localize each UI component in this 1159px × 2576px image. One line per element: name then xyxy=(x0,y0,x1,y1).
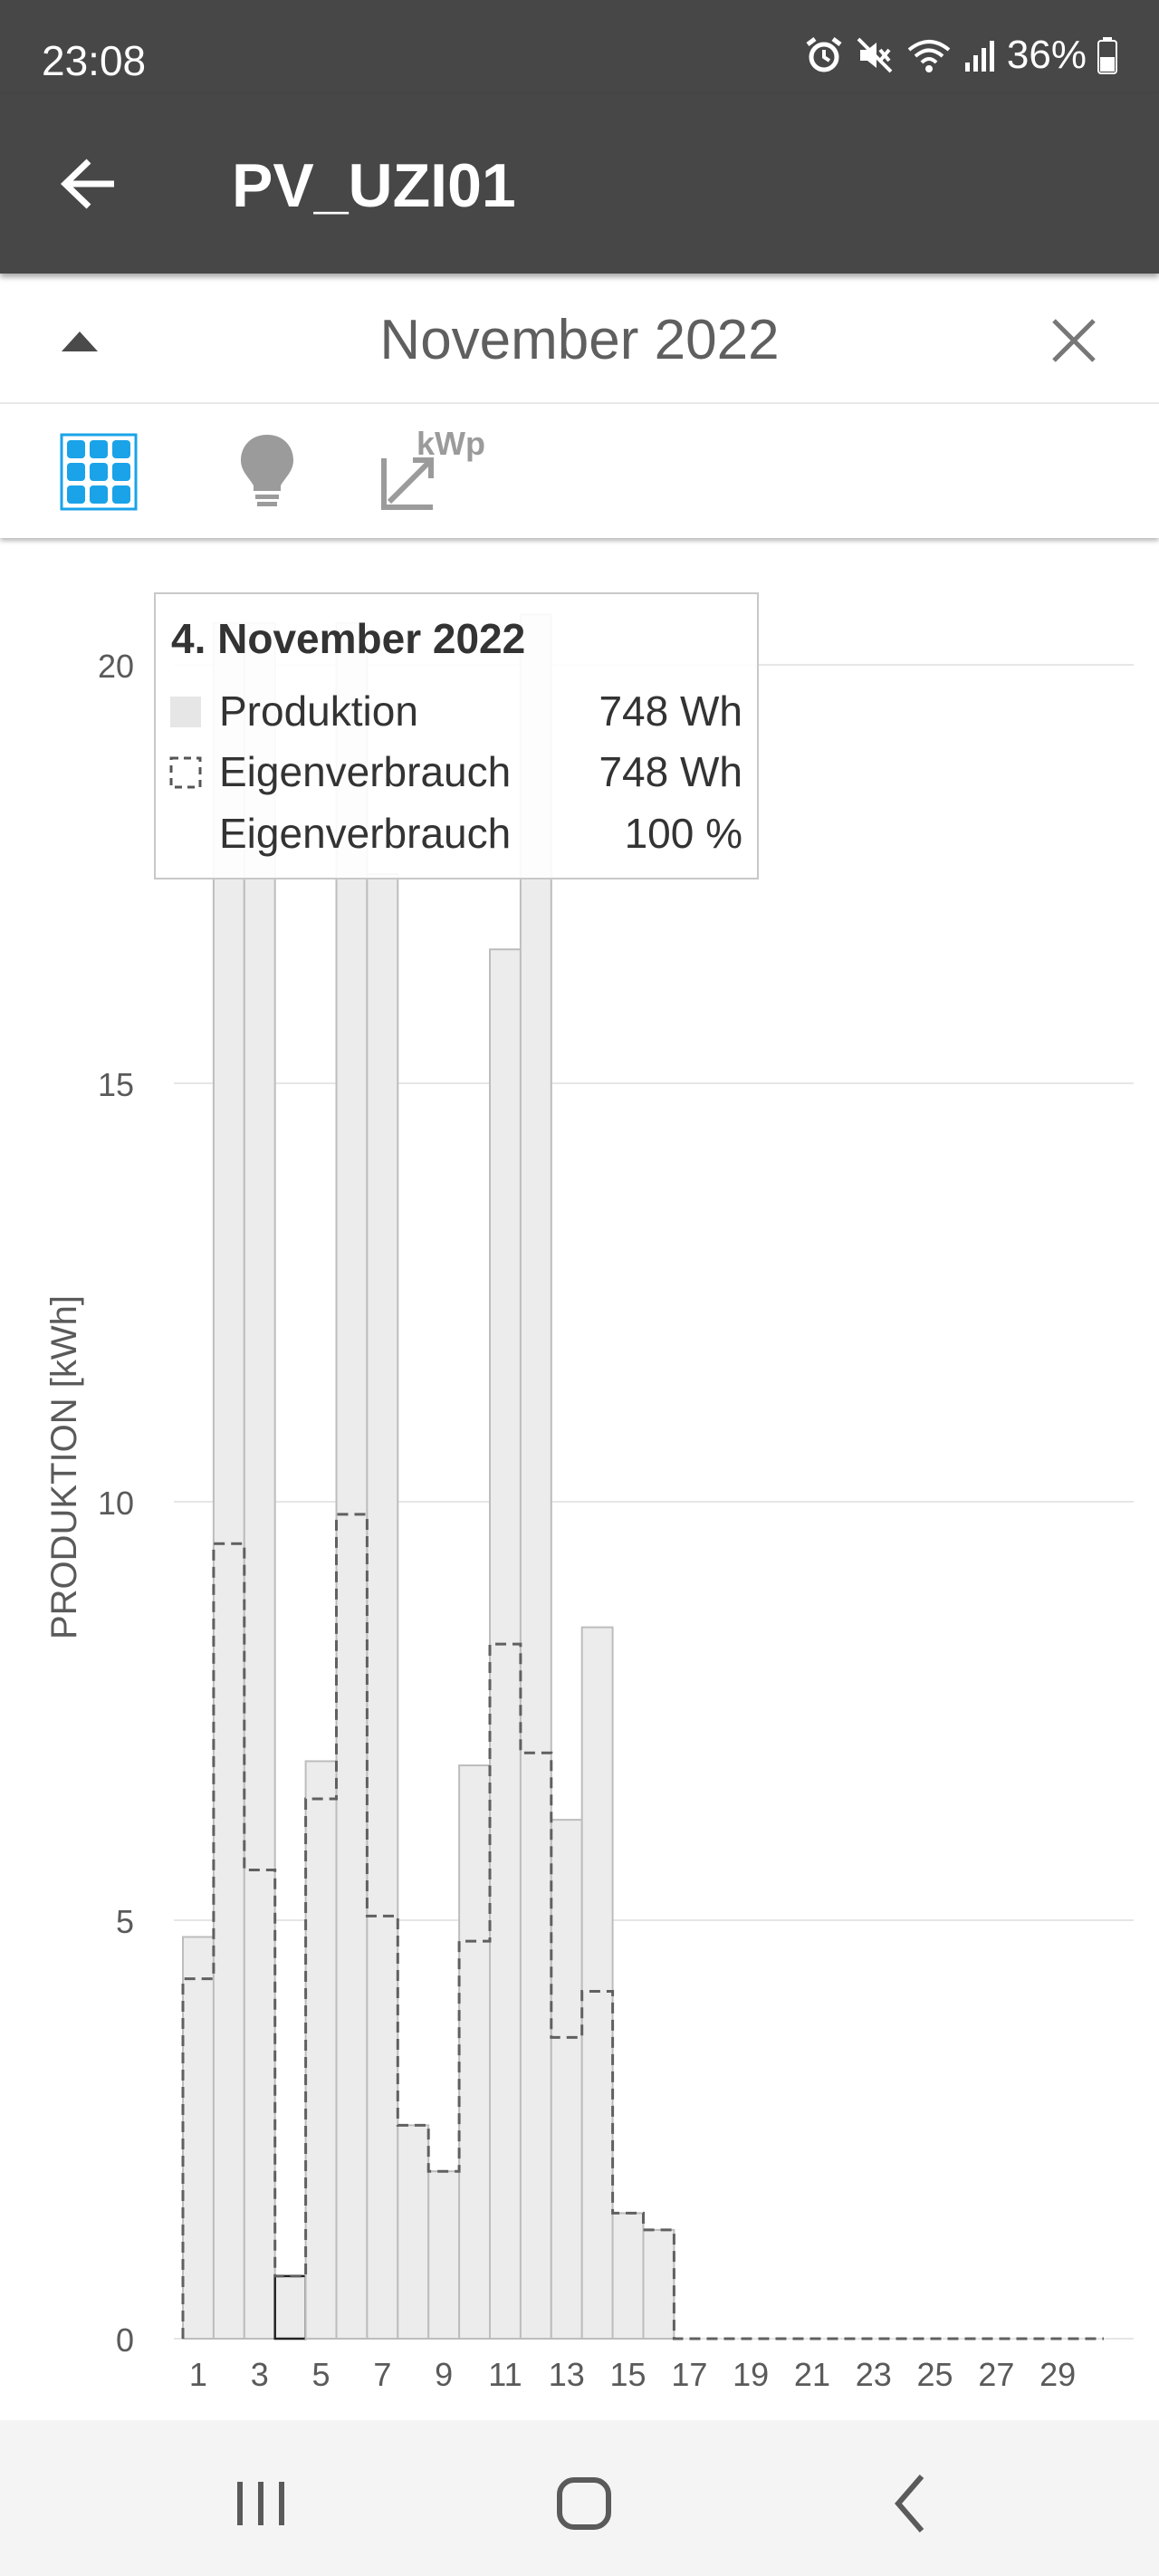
y-tick-label: 0 xyxy=(116,2321,134,2359)
x-tick-label: 7 xyxy=(373,2356,391,2393)
period-header: November 2022 xyxy=(0,281,1159,404)
close-icon[interactable] xyxy=(1049,315,1099,366)
x-tick-label: 15 xyxy=(610,2356,647,2393)
home-icon[interactable] xyxy=(549,2467,621,2540)
produktion-bar[interactable] xyxy=(304,1760,338,2340)
x-tick-label: 3 xyxy=(251,2356,269,2393)
battery-icon xyxy=(1097,37,1117,74)
produktion-bar[interactable] xyxy=(580,1626,614,2340)
produktion-bar[interactable] xyxy=(611,2212,645,2340)
system-nav-bar xyxy=(0,2420,1159,2576)
tooltip: 4. November 2022 Produktion 748 Wh Eigen… xyxy=(154,592,759,879)
produktion-bar[interactable] xyxy=(366,873,399,2340)
y-tick-label: 15 xyxy=(98,1066,134,1103)
alarm-icon xyxy=(806,37,842,72)
x-tick-label: 9 xyxy=(435,2356,453,2393)
produktion-bar[interactable] xyxy=(458,1764,492,2341)
signal-icon xyxy=(964,41,994,72)
y-tick-label: 10 xyxy=(98,1485,134,1522)
lightbulb-icon[interactable] xyxy=(235,431,299,513)
tooltip-row-value: 100 % xyxy=(625,810,742,857)
x-tick-label: 13 xyxy=(549,2356,585,2393)
y-tick-label: 20 xyxy=(98,648,134,685)
x-tick-label: 21 xyxy=(794,2356,830,2393)
produktion-bar[interactable] xyxy=(243,621,276,2340)
wifi-icon xyxy=(907,40,951,72)
x-tick-label: 19 xyxy=(733,2356,769,2393)
chart-area: 0 5 10 15 20 1 3 5 7 9 11 13 15 17 19 21 23 25 27 29 PRODU… xyxy=(0,542,1159,2420)
status-time: 23:08 xyxy=(42,37,147,84)
mute-icon xyxy=(857,37,893,73)
status-icons: 36% xyxy=(804,33,1117,78)
kwp-scale-icon[interactable]: kWp xyxy=(377,431,503,518)
x-tick-label: 25 xyxy=(917,2356,953,2393)
produktion-bar[interactable] xyxy=(335,621,369,2340)
produktion-legend-swatch xyxy=(170,697,201,727)
x-tick-label: 29 xyxy=(1039,2356,1076,2393)
chevron-up-icon[interactable] xyxy=(58,326,101,355)
tooltip-title: 4. November 2022 xyxy=(171,615,525,662)
tooltip-row-label: Eigenverbrauch xyxy=(219,748,511,795)
produktion-bar[interactable] xyxy=(550,1819,583,2340)
page-title: PV_UZI01 xyxy=(232,151,516,220)
view-toolbar: kWp xyxy=(0,404,1159,538)
x-tick-label: 5 xyxy=(312,2356,330,2393)
produktion-bar[interactable] xyxy=(427,2170,461,2340)
x-tick-label: 17 xyxy=(671,2356,707,2393)
arrow-left-icon[interactable] xyxy=(56,150,123,217)
produktion-bar[interactable] xyxy=(182,1936,215,2340)
recent-apps-icon[interactable] xyxy=(225,2467,297,2540)
produktion-bar[interactable] xyxy=(397,2124,430,2340)
tooltip-row-value: 748 Wh xyxy=(599,748,742,795)
produktion-bar[interactable] xyxy=(212,621,245,2340)
produktion-bar[interactable] xyxy=(642,2228,675,2340)
x-tick-label: 27 xyxy=(978,2356,1014,2393)
tooltip-row-value: 748 Wh xyxy=(599,687,742,735)
eigenverbrauch-legend-swatch xyxy=(169,756,202,789)
battery-percent: 36% xyxy=(1006,33,1087,77)
tooltip-row-label: Eigenverbrauch xyxy=(219,810,511,857)
x-tick-label: 1 xyxy=(189,2356,207,2393)
y-axis-label: PRODUKTION [kWh] xyxy=(44,1295,84,1639)
produktion-bar[interactable] xyxy=(273,2274,307,2341)
app-bar: PV_UZI01 xyxy=(0,94,1159,274)
period-label[interactable]: November 2022 xyxy=(379,309,780,371)
status-bar: 23:08 36% xyxy=(0,0,1159,94)
eigenverbrauch-line xyxy=(181,1513,1104,2341)
back-nav-icon[interactable] xyxy=(875,2467,947,2540)
solar-panel-icon[interactable] xyxy=(60,433,138,511)
kwp-label: kWp xyxy=(417,431,485,462)
tooltip-row-label: Produktion xyxy=(219,687,418,735)
x-tick-label: 11 xyxy=(488,2356,522,2393)
x-tick-label: 23 xyxy=(856,2356,892,2393)
y-tick-label: 5 xyxy=(116,1903,134,1940)
